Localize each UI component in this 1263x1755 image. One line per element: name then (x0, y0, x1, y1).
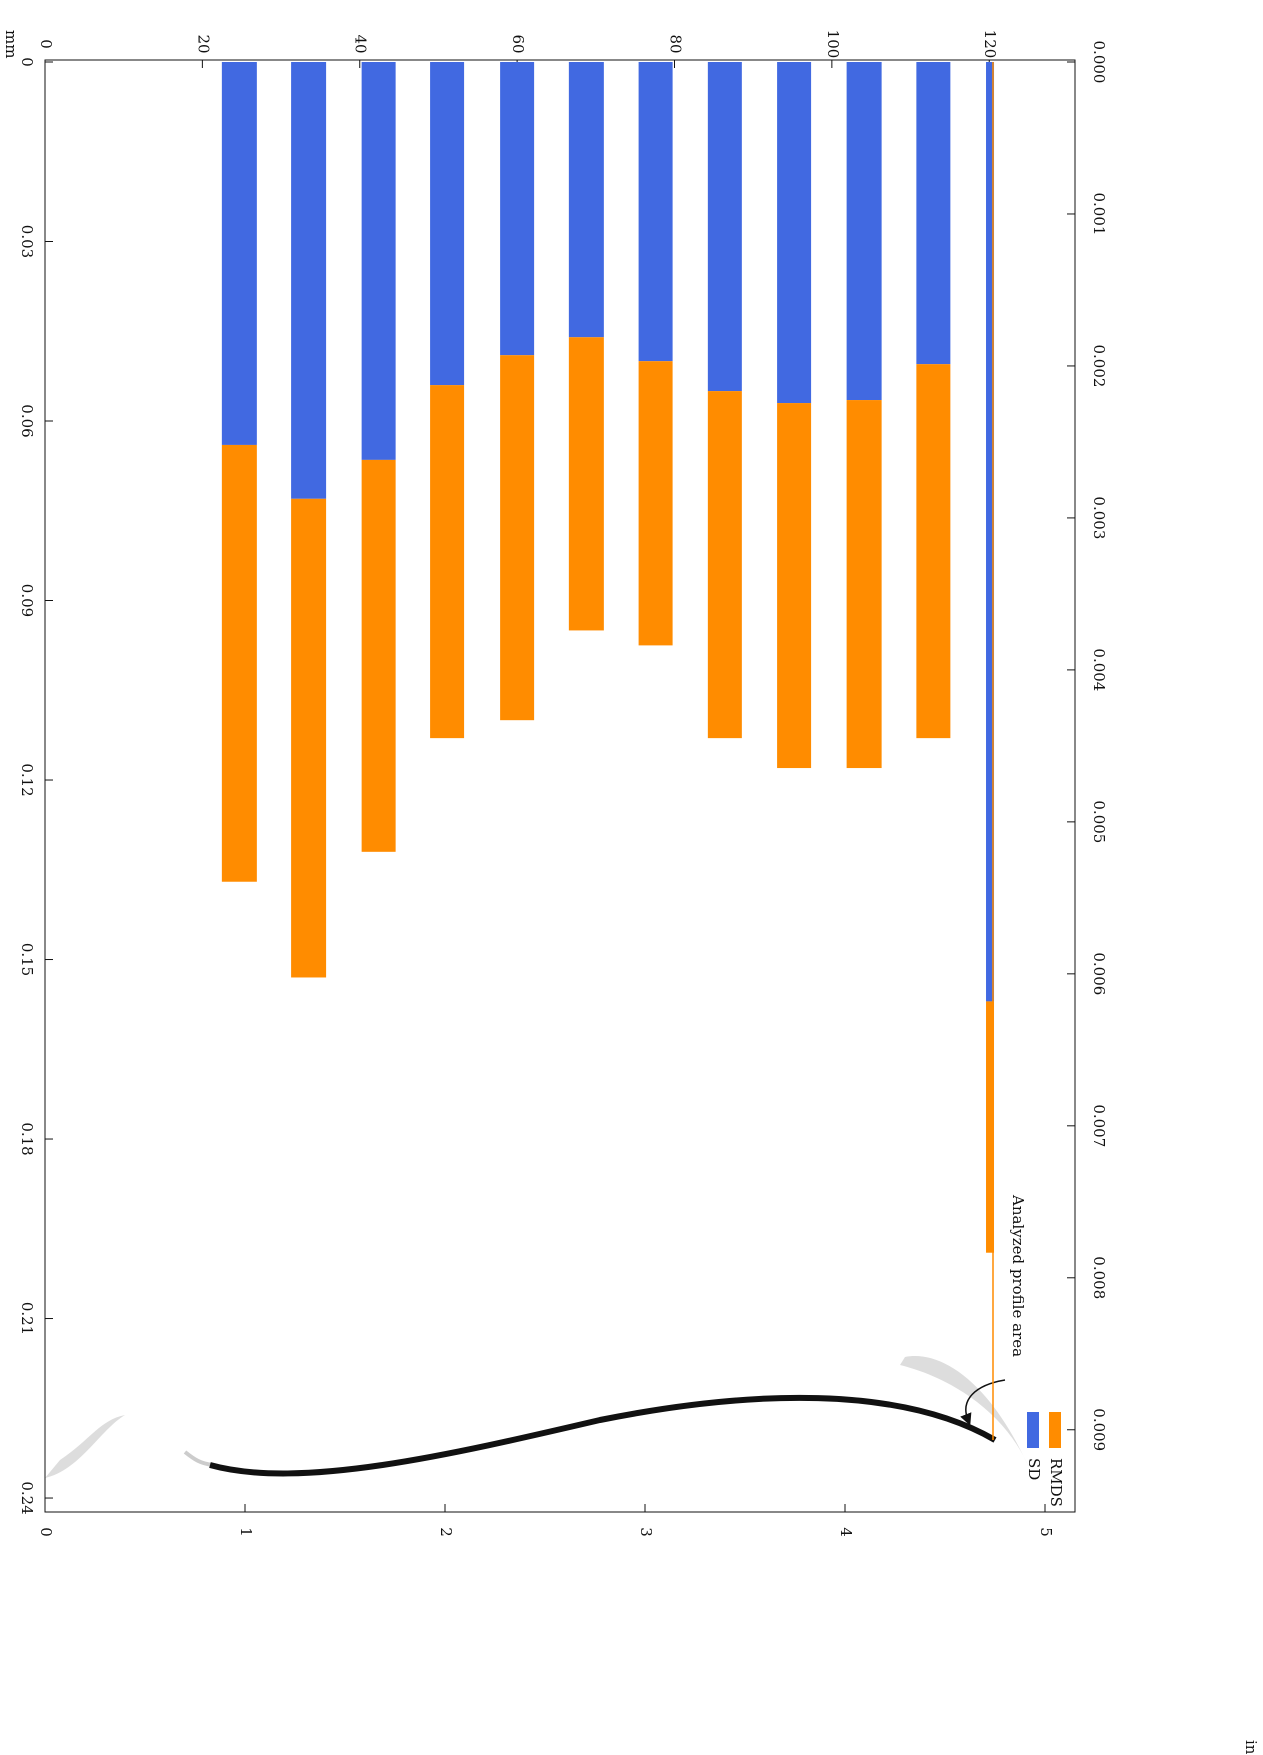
bar-segment (846, 400, 882, 769)
bar-segment (638, 361, 673, 646)
bar-segment (777, 403, 812, 769)
profile-curve (209, 1394, 997, 1477)
bar-segment (568, 337, 604, 631)
y2-tick-label: 0.007 (1090, 1104, 1108, 1147)
bar-segment (568, 62, 604, 338)
y2-tick-label: 0.000 (1090, 41, 1108, 84)
profile-ghost (45, 1415, 125, 1478)
y-tick-label: 0.03 (18, 225, 36, 258)
y2-tick-label: 0.009 (1090, 1408, 1108, 1451)
legend-swatch (1049, 1412, 1061, 1448)
bar-segment (500, 355, 535, 721)
bar-segment (361, 62, 396, 460)
y2-tick-label: 0.003 (1090, 496, 1108, 539)
bar-segment (986, 1001, 995, 1253)
x-tick-label: 60 (509, 34, 527, 53)
y2-tick-label: 0.001 (1090, 192, 1108, 235)
bar-segment (430, 62, 465, 386)
x2-unit: in (1242, 1740, 1260, 1755)
bar-segment (846, 62, 882, 401)
x-tick-label: 80 (666, 34, 684, 53)
bar-segment (500, 62, 535, 356)
plot-frame (44, 59, 1076, 1513)
y-tick-label: 0.06 (18, 404, 36, 437)
x2-tick-label: 3 (637, 1527, 655, 1537)
profile-ghost (183, 1450, 213, 1467)
x-unit: mm (2, 30, 20, 58)
y2-tick-label: 0.006 (1090, 952, 1108, 995)
bar-segment (291, 62, 327, 499)
x2-tick-label: 0 (37, 1527, 55, 1537)
x-tick-label: 0 (37, 39, 55, 49)
bar-segment (221, 444, 257, 882)
x-tick-label: 40 (352, 34, 370, 53)
y-tick-label: 0 (18, 57, 36, 67)
x2-tick-label: 2 (437, 1527, 455, 1537)
x2-tick-label: 4 (837, 1527, 855, 1537)
legend-swatch (1027, 1412, 1039, 1448)
x2-tick-label: 1 (237, 1527, 255, 1537)
y-tick-label: 0.18 (18, 1122, 36, 1155)
bar-segment (430, 385, 465, 739)
bar-segment (707, 391, 742, 739)
y-tick-label: 0.15 (18, 943, 36, 976)
legend-label: RMDS (1047, 1458, 1065, 1507)
x-tick-label: 120 (981, 30, 999, 59)
y2-tick-label: 0.004 (1090, 648, 1108, 691)
y-tick-label: 0.24 (18, 1481, 36, 1514)
bar-segment (221, 62, 257, 445)
y-tick-label: 0.21 (18, 1302, 36, 1335)
bar-segment (291, 498, 327, 978)
y2-tick-label: 0.005 (1090, 800, 1108, 843)
bar-segment (916, 364, 951, 739)
y2-tick-label: 0.008 (1090, 1256, 1108, 1299)
bar-segment (986, 62, 995, 1002)
x2-tick-label: 5 (1037, 1527, 1055, 1537)
bar-segment (707, 62, 742, 392)
annotation: Analyzed profile area (1009, 1194, 1027, 1357)
bar-segment (777, 62, 812, 404)
profile-ghost (900, 1356, 1030, 1470)
legend-label: SD (1025, 1458, 1043, 1480)
bar-segment (638, 62, 673, 362)
x-tick-label: 100 (824, 30, 842, 59)
bar-segment (916, 62, 951, 365)
x-tick-label: 20 (194, 34, 212, 53)
y-tick-label: 0.09 (18, 584, 36, 617)
bar-segment (361, 459, 396, 852)
y2-tick-label: 0.002 (1090, 344, 1108, 387)
annotation-arrow (960, 1379, 1006, 1426)
y-tick-label: 0.12 (18, 763, 36, 796)
